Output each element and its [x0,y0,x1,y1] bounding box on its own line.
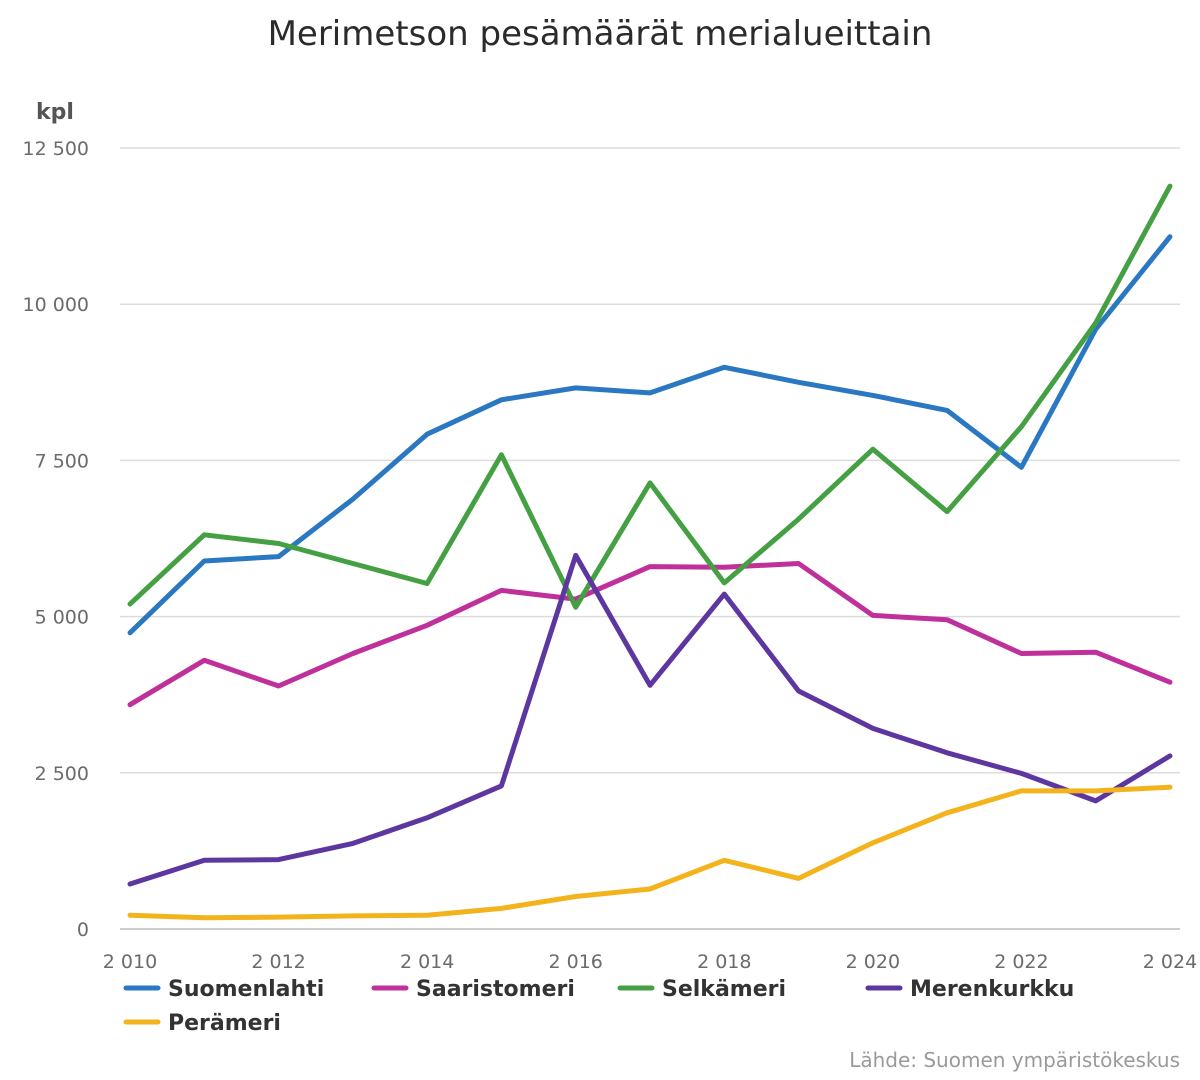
x-tick-label: 2 020 [846,951,900,973]
legend-label: Saaristomeri [416,977,575,1002]
legend-item-suomenlahti: Suomenlahti [123,977,324,1002]
x-tick-label: 2 012 [251,951,305,973]
y-axis: kpl 0 2 500 5 000 7 500 10 000 12 500 [23,100,89,941]
legend-item-saaristomeri: Saaristomeri [371,977,575,1002]
x-tick-label: 2 010 [103,951,157,973]
series-lines [127,183,1173,921]
x-tick-label: 2 016 [549,951,603,973]
legend-item-selkämeri: Selkämeri [617,977,786,1002]
legend-label: Perämeri [168,1011,281,1036]
x-tick-label: 2 022 [994,951,1048,973]
series-line-merenkurkku [127,552,1173,887]
legend-item-perämeri: Perämeri [123,1011,281,1036]
grid-lines [120,147,1180,930]
y-tick-label: 12 500 [23,138,89,160]
legend-label: Selkämeri [662,977,786,1002]
x-tick-label: 2 014 [400,951,454,973]
legend-item-merenkurkku: Merenkurkku [865,977,1074,1002]
legend-label: Suomenlahti [168,977,324,1002]
y-axis-label: kpl [36,100,74,125]
x-tick-label: 2 024 [1143,951,1197,973]
series-line-saaristomeri [127,561,1173,708]
series-line-selkämeri [127,183,1173,610]
y-tick-label: 10 000 [23,294,89,316]
series-line-suomenlahti [127,234,1173,636]
y-tick-label: 5 000 [35,607,89,629]
y-tick-label: 2 500 [35,763,89,785]
y-tick-label: 0 [77,919,89,941]
source-note: Lähde: Suomen ympäristökeskus [849,1048,1180,1072]
y-tick-label: 7 500 [35,450,89,472]
legend-label: Merenkurkku [910,977,1074,1002]
x-tick-label: 2 018 [697,951,751,973]
series-line-perämeri [127,784,1173,921]
chart-title: Merimetson pesämäärät merialueittain [267,14,933,54]
x-axis: 2 010 2 012 2 014 2 016 2 018 2 020 2 022 2 024 [103,951,1197,973]
legend: Suomenlahti Saaristomeri Selkämeri Merenkur… [123,977,1074,1036]
